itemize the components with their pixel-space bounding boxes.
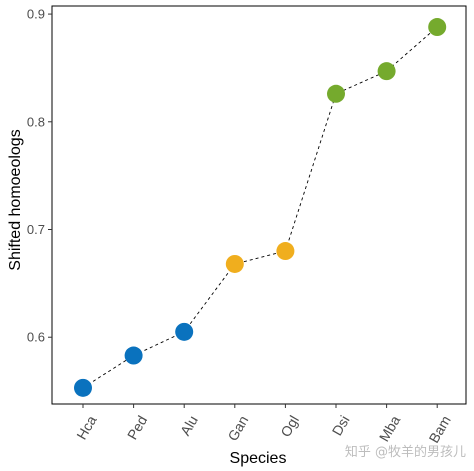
x-tick-label: Alu: [177, 413, 201, 439]
x-tick-label: Bam: [426, 413, 454, 446]
x-tick-label: Dsi: [329, 413, 353, 439]
data-point: [124, 346, 143, 365]
data-point: [428, 18, 447, 37]
y-tick-label: 0.6: [27, 330, 45, 345]
y-tick-label: 0.8: [27, 114, 45, 129]
plot-panel: 0.6 0.7 0.8 0.9 Hca Ped Alu Gan Ogl Dsi Mba Bam: [27, 5, 467, 446]
data-point: [225, 254, 244, 273]
data-point: [276, 242, 295, 261]
x-axis-title: Species: [230, 450, 287, 467]
y-tick-label: 0.9: [27, 7, 45, 22]
y-axis-title: Shifted homoeologs: [7, 129, 24, 270]
watermark: 知乎 @牧羊的男孩儿: [345, 444, 466, 460]
data-point: [377, 62, 396, 81]
x-tick-label: Ped: [124, 413, 150, 443]
connector-line: [82, 26, 438, 389]
x-tick-label: Hca: [73, 413, 99, 443]
x-tick-label: Mba: [376, 413, 404, 445]
data-point: [327, 84, 345, 103]
plot-border: [51, 5, 467, 405]
data-point: [74, 378, 92, 397]
data-point: [175, 322, 194, 341]
x-tick-label: Gan: [224, 413, 251, 444]
y-tick-label: 0.7: [27, 222, 45, 237]
x-tick-label: Ogl: [277, 413, 302, 440]
